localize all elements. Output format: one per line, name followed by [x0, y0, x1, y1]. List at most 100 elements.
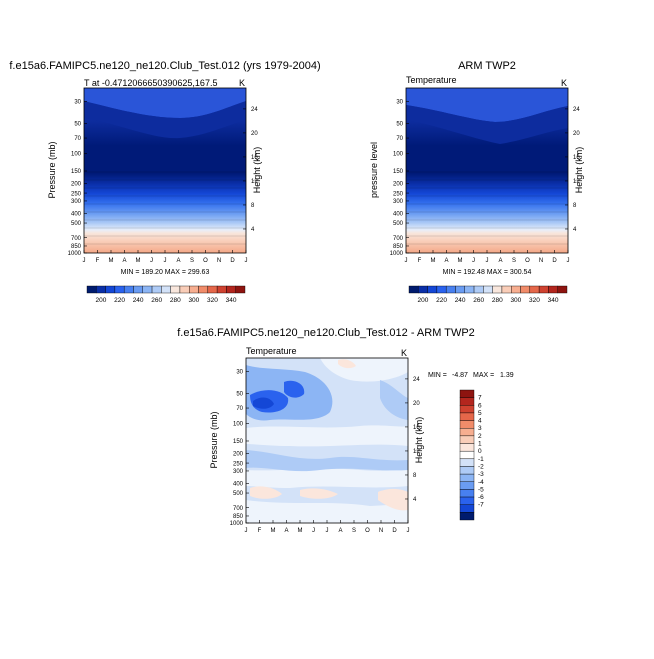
- panel-diff-y-tick-label: 700: [233, 506, 244, 512]
- panel-diff-x-tick-label: J: [312, 528, 315, 534]
- panel-diff-right-tick-label: 8: [413, 473, 417, 479]
- panel-model-units: K: [239, 78, 245, 88]
- panel-model-x-tick-label: N: [217, 258, 221, 264]
- panel-obs-x-tick-label: J: [486, 258, 489, 264]
- colorbar-diff-swatch: [459, 389, 475, 398]
- panel-diff-x-tick-label: S: [352, 528, 356, 534]
- panel-diff-units: K: [401, 348, 407, 358]
- panel-obs-x-tick-label: J: [405, 258, 408, 264]
- panel-model-ylabel-right: Height (km): [252, 147, 262, 194]
- colorbar-model-swatch: [216, 285, 227, 294]
- panel-diff-max-value: 1.39: [500, 372, 514, 379]
- colorbar-model-label: 220: [114, 297, 125, 304]
- panel-model-y-tick-label: 200: [71, 182, 82, 188]
- panel-diff-right-tick-label: 24: [413, 377, 420, 383]
- panel-obs-y-tick-label: 300: [393, 199, 404, 205]
- panel-model-y-tick-label: 50: [74, 122, 81, 128]
- colorbar-model-swatch: [151, 285, 162, 294]
- colorbar-model-swatch: [207, 285, 218, 294]
- panel-obs-contour-lines: [406, 171, 568, 245]
- colorbar-diff-swatch: [459, 435, 475, 444]
- colorbar-diff-swatch: [459, 504, 475, 513]
- panel-model-contour-mid: [84, 101, 246, 139]
- panel-obs-y-tick-label: 1000: [390, 251, 404, 257]
- panel-diff-warm-3: [378, 488, 408, 511]
- panel-diff-title: f.e15a6.FAMIPC5.ne120_ne120.Club_Test.01…: [177, 327, 475, 339]
- panel-obs-right-tick-label: 8: [573, 203, 577, 209]
- panel-model-y-tick-label: 850: [71, 244, 82, 250]
- colorbar-obs-label: 200: [418, 297, 429, 304]
- panel-obs-right-tick-label: 20: [573, 131, 580, 137]
- panel-diff-right-tick-label: 16: [413, 425, 420, 431]
- panel-diff-y-tick-label: 150: [233, 439, 244, 445]
- panel-diff-y-tick-label: 400: [233, 482, 244, 488]
- panel-diff-right-tick-label: 4: [413, 497, 417, 503]
- colorbar-obs-swatch: [455, 285, 465, 294]
- panel-diff-x-tick-label: M: [298, 528, 303, 534]
- panel-diff-zero-bottom: [246, 500, 408, 523]
- panel-diff-x-tick-label: O: [365, 528, 370, 534]
- panel-model-contour-upper: [84, 88, 246, 118]
- colorbar-obs-label: 240: [455, 297, 466, 304]
- colorbar-obs-swatch: [464, 285, 475, 294]
- panel-model-y-tick-label: 400: [71, 212, 82, 218]
- panel-model-y-tick-label: 1000: [68, 251, 82, 257]
- panel-model-x-tick-label: J: [164, 258, 167, 264]
- panel-obs-y-tick-label: 50: [396, 122, 403, 128]
- panel-diff-min-value: -4.87: [452, 372, 468, 379]
- panel-diff-y-tick-label: 200: [233, 452, 244, 458]
- panel-diff-right-tick-label: 20: [413, 401, 420, 407]
- colorbar-diff-label: -5: [478, 486, 484, 493]
- colorbar-obs-label: 320: [529, 297, 540, 304]
- colorbar-model-swatch: [114, 285, 125, 294]
- panel-diff-x-tick-label: J: [326, 528, 329, 534]
- panel-diff-y-tick-label: 30: [236, 370, 243, 376]
- panel-obs-x-tick-label: D: [552, 258, 557, 264]
- panel-model-y-tick-label: 500: [71, 221, 82, 227]
- panel-obs-x-tick-label: F: [418, 258, 422, 264]
- colorbar-obs-label: 340: [548, 297, 559, 304]
- panel-diff-x-tick-label: J: [407, 528, 410, 534]
- colorbar-model-swatch: [86, 285, 97, 294]
- colorbar-obs: 200 220 240 260 280 300 320 340: [408, 285, 568, 304]
- panel-diff-zero-band-2: [246, 468, 408, 488]
- colorbar-obs-swatch: [473, 285, 484, 294]
- panel-obs-ylabel: pressure level: [369, 142, 379, 198]
- panel-diff-right-ticks: 24 20 16 12 8 4: [405, 377, 420, 503]
- panel-model-right-tick-label: 24: [251, 107, 258, 113]
- panel-model-x-tick-label: D: [230, 258, 235, 264]
- panel-diff-x-tick-label: A: [338, 528, 342, 534]
- colorbar-obs-swatch: [511, 285, 521, 294]
- panel-obs-y-tick-label: 700: [393, 236, 404, 242]
- colorbar-diff-label: -4: [478, 479, 484, 486]
- panel-obs-x-tick-label: A: [444, 258, 448, 264]
- panel-obs-ylabel-right: Height (km): [574, 147, 584, 194]
- panel-obs-right-tick-label: 4: [573, 227, 577, 233]
- panel-diff-x-tick-label: A: [284, 528, 288, 534]
- panel-obs-x-tick-label: J: [567, 258, 570, 264]
- panel-obs-y-tick-label: 200: [393, 182, 404, 188]
- colorbar-diff-label: -3: [478, 471, 484, 478]
- panel-diff-x-tick-label: N: [379, 528, 383, 534]
- panel-model-y-tick-label: 100: [71, 152, 82, 158]
- colorbar-model-swatch: [170, 285, 181, 294]
- colorbar-diff-label: -6: [478, 494, 484, 501]
- panel-diff-y-tick-label: 50: [236, 392, 243, 398]
- colorbar-diff-swatch: [459, 450, 475, 460]
- panel-obs-contour-upper: [406, 88, 568, 122]
- colorbar-model-label: 280: [170, 297, 181, 304]
- colorbar-diff-label: -2: [478, 463, 484, 470]
- colorbar-diff-swatch: [459, 397, 475, 406]
- colorbar-model-swatch: [105, 285, 116, 294]
- panel-obs-units: K: [561, 78, 567, 88]
- panel-diff-ylabel-right: Height (km): [414, 417, 424, 464]
- panel-diff-warm-4: [338, 359, 356, 369]
- panel-diff-y-tick-label: 250: [233, 461, 244, 467]
- panel-model-x-tick-label: M: [109, 258, 114, 264]
- panel-model-x-tick-label: S: [190, 258, 194, 264]
- panel-obs-right-tick-label: 24: [573, 107, 580, 113]
- panel-obs-subtitle: Temperature: [406, 75, 457, 85]
